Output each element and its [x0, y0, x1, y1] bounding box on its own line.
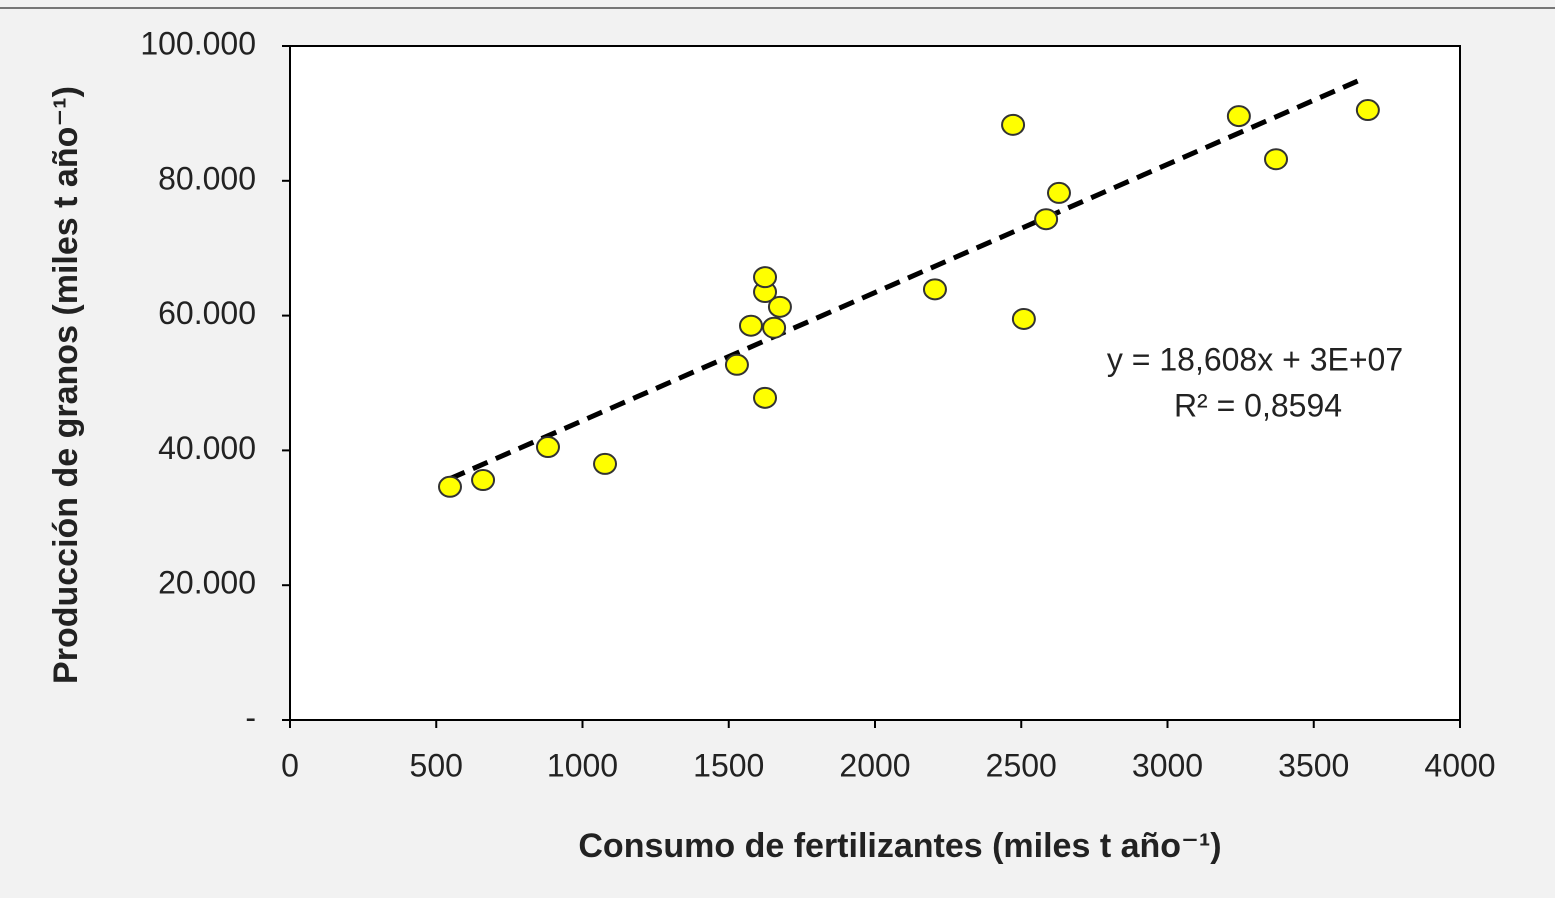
x-tick-label: 3500 [1278, 747, 1349, 783]
y-tick-label: 100.000 [140, 25, 256, 61]
x-tick-label: 2500 [986, 747, 1057, 783]
point [724, 353, 749, 376]
trendline [448, 78, 1359, 481]
y-tick-label: 80.000 [158, 160, 256, 196]
point [1264, 148, 1289, 171]
point [1034, 208, 1059, 231]
y-tick-label: - [245, 699, 256, 735]
point [753, 266, 778, 289]
x-tick-label: 0 [281, 747, 299, 783]
point [738, 314, 763, 337]
point [593, 452, 618, 475]
y-tick-label: 20.000 [158, 565, 256, 601]
x-tick-label: 3000 [1132, 747, 1203, 783]
y-tick-label: 40.000 [158, 430, 256, 466]
point [437, 475, 462, 498]
point [762, 316, 787, 339]
point [753, 386, 778, 409]
point [767, 295, 792, 318]
x-tick-label: 2000 [839, 747, 910, 783]
point [1226, 105, 1251, 128]
y-axis-label: Producción de granos (miles t año⁻¹) [47, 86, 85, 684]
plot-area [289, 45, 1461, 721]
point [471, 469, 496, 492]
x-axis-label: Consumo de fertilizantes (miles t año⁻¹) [578, 827, 1221, 865]
x-tick-label: 500 [410, 747, 463, 783]
y-tick-label: 60.000 [158, 295, 256, 331]
equation: y = 18,608x + 3E+07 [1107, 341, 1403, 377]
x-tick-label: 1500 [693, 747, 764, 783]
point [922, 278, 947, 301]
point [1046, 181, 1071, 204]
point [1001, 113, 1026, 136]
point [535, 436, 560, 459]
r-squared: R² = 0,8594 [1174, 387, 1342, 423]
point [1355, 99, 1380, 122]
point [1011, 307, 1036, 330]
x-tick-label: 1000 [547, 747, 618, 783]
x-tick-label: 4000 [1424, 747, 1495, 783]
